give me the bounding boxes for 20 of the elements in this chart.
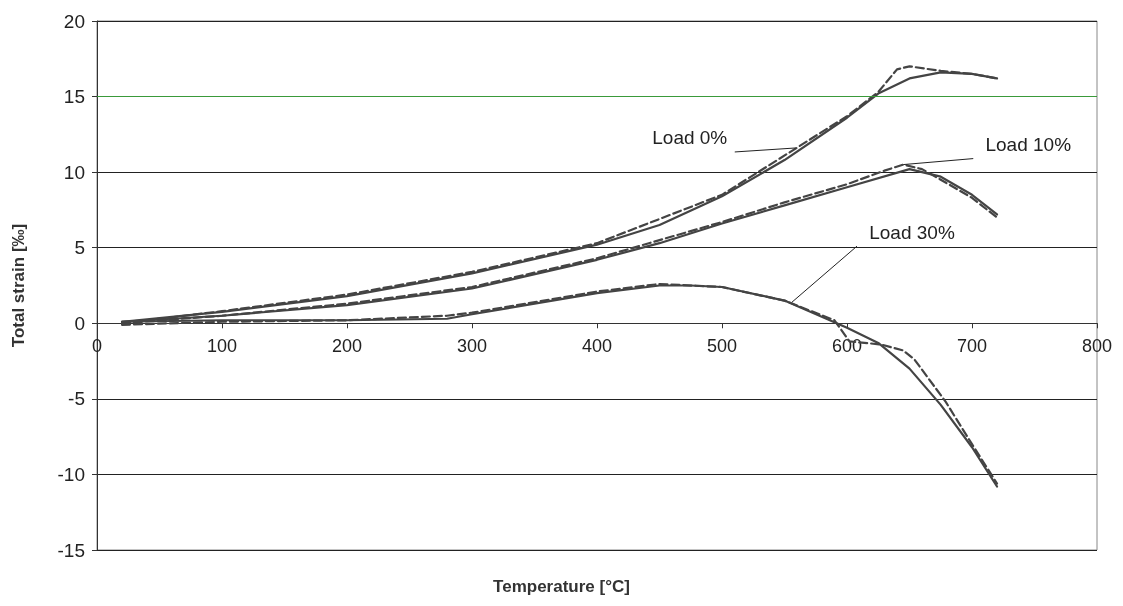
y-tick-label: 10	[63, 161, 85, 183]
x-tick-label: 200	[331, 336, 363, 357]
x-tick-label: 100	[206, 336, 238, 357]
x-tick-label: 500	[706, 336, 738, 357]
y-tick-label: 20	[63, 10, 85, 32]
y-tick-label: -15	[57, 539, 85, 561]
x-axis-title: Temperature [°C]	[493, 577, 630, 596]
x-tick-label: 800	[1081, 336, 1113, 357]
y-tick-label: 0	[74, 312, 85, 334]
x-tick-label: 400	[581, 336, 613, 357]
annotation: Load 0%	[652, 127, 728, 149]
annotation: Load 30%	[869, 221, 955, 243]
y-axis-title: Total strain [‰]	[9, 223, 28, 348]
annotation: Load 10%	[985, 134, 1072, 156]
y-tick-label: -5	[68, 388, 85, 410]
y-tick-label: -10	[57, 463, 85, 485]
y-tick-label: 15	[63, 86, 85, 108]
x-tick-label: 700	[956, 336, 988, 357]
y-tick-label: 5	[74, 237, 85, 259]
x-tick-label: 300	[456, 336, 488, 357]
